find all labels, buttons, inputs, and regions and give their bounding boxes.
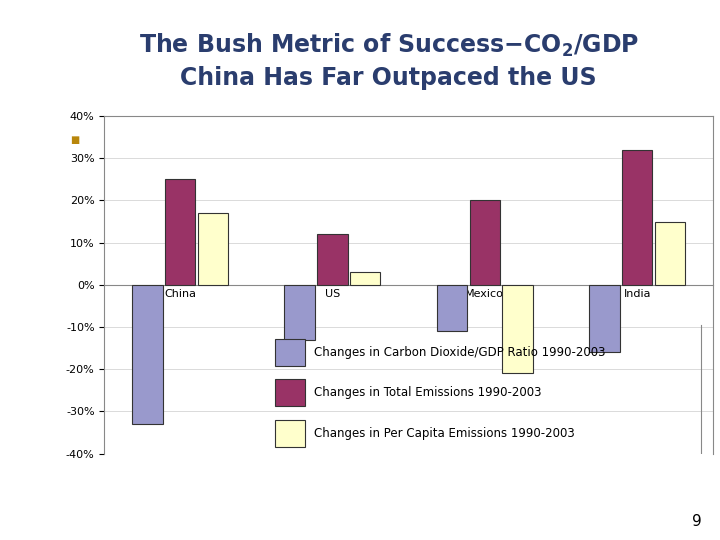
Text: ■: ■ [71, 136, 80, 145]
Text: 9: 9 [692, 514, 702, 529]
Bar [437, 285, 467, 331]
Bar [284, 285, 315, 340]
Text: China Has Far Outpaced the US: China Has Far Outpaced the US [181, 66, 597, 90]
Bar [165, 179, 195, 285]
Bar [654, 221, 685, 285]
Text: Changes in Total Emissions 1990-2003: Changes in Total Emissions 1990-2003 [315, 386, 541, 400]
Bar [622, 150, 652, 285]
Text: Changes in Carbon Dioxide/GDP Ratio 1990-2003: Changes in Carbon Dioxide/GDP Ratio 1990… [315, 346, 606, 359]
Bar [350, 272, 380, 285]
Text: Changes in Per Capita Emissions 1990-2003: Changes in Per Capita Emissions 1990-200… [315, 427, 575, 440]
Bar [469, 200, 500, 285]
Bar [132, 285, 163, 424]
Bar [197, 213, 228, 285]
Bar [318, 234, 348, 285]
Bar [503, 285, 533, 374]
Bar [589, 285, 620, 352]
Bar [275, 420, 305, 447]
Bar [275, 339, 305, 366]
Text: The Bush Metric of Success$\mathbf{-}$CO$\mathbf{_2}$/GDP: The Bush Metric of Success$\mathbf{-}$CO… [139, 32, 639, 59]
Bar [275, 379, 305, 406]
